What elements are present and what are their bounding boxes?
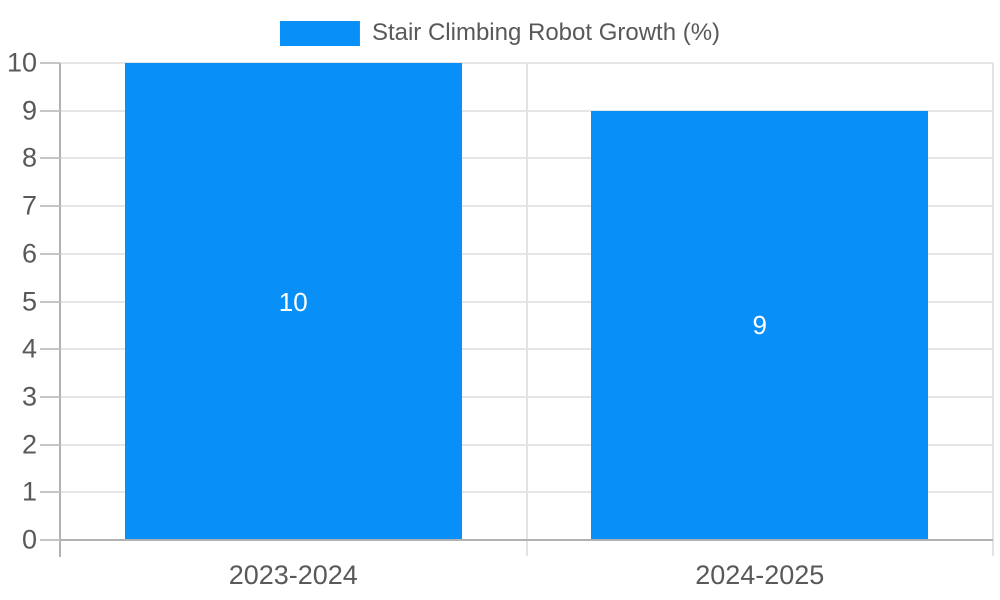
legend-swatch-icon [279,20,360,46]
x-category-label: 2023-2024 [228,560,358,590]
x-category-label: 2024-2025 [695,560,825,590]
y-tick-mark [40,395,60,398]
chart-legend[interactable]: Stair Climbing Robot Growth (%) [279,19,721,47]
y-tick-mark [40,300,60,303]
bar-value-label: 10 [278,286,308,317]
y-tick-mark [40,109,60,112]
y-tick-label: 8 [21,142,37,173]
y-tick-label: 10 [6,47,37,78]
bar[interactable] [591,110,929,540]
bar-value-label: 9 [752,310,767,341]
y-tick-label: 2 [21,429,37,460]
v-gridline [525,63,528,556]
v-gridline [992,63,994,556]
y-tick-mark [40,491,60,494]
y-tick-mark [40,443,60,446]
y-tick-mark [40,539,60,541]
y-tick-mark [40,205,60,208]
bar[interactable] [124,63,462,540]
y-tick-label: 3 [21,381,37,412]
y-tick-label: 9 [21,95,37,126]
y-tick-mark [40,252,60,255]
y-tick-mark [40,348,60,351]
y-tick-mark [40,157,60,160]
y-tick-label: 5 [21,286,37,316]
x-axis-line [60,539,993,541]
y-tick-mark [40,62,60,64]
y-axis-line [59,63,61,557]
y-tick-label: 4 [21,333,37,364]
legend-label: Stair Climbing Robot Growth (%) [371,19,721,46]
y-tick-label: 0 [21,524,37,555]
y-tick-label: 1 [21,476,37,507]
y-tick-label: 7 [21,190,37,221]
y-tick-label: 6 [21,238,37,269]
